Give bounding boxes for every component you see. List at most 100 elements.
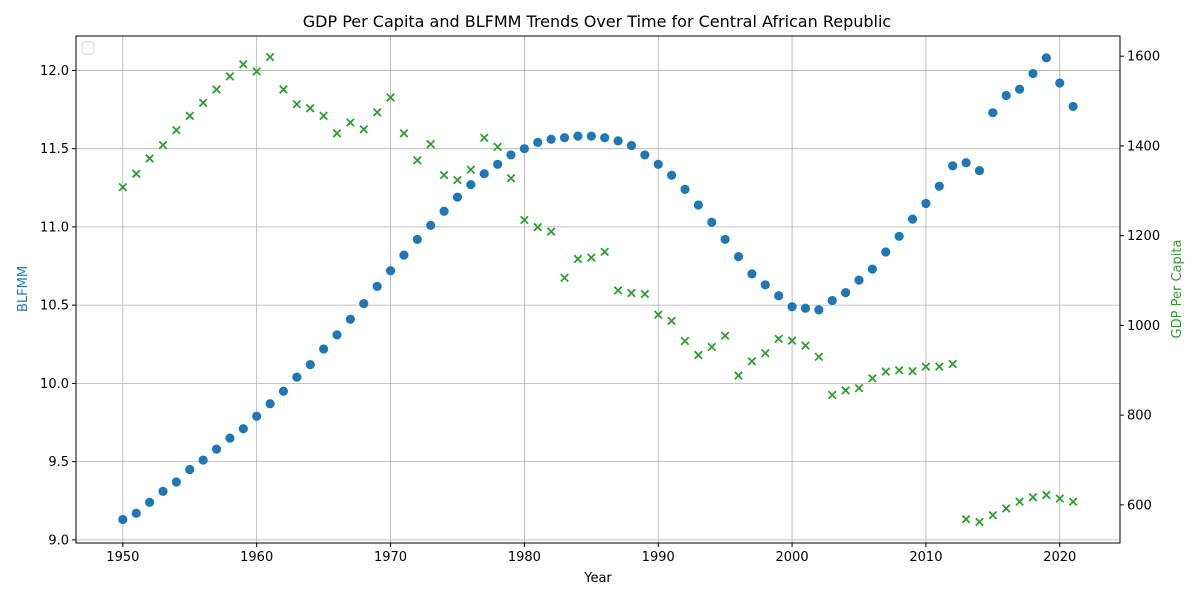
blfmm-point	[278, 386, 289, 396]
blfmm-point	[693, 200, 703, 210]
gdp-point	[479, 133, 489, 143]
blfmm-point	[667, 170, 677, 180]
blfmm-point	[131, 508, 141, 518]
blfmm-point	[733, 252, 744, 262]
data-markers	[118, 52, 1078, 527]
gdp-point	[680, 336, 690, 346]
blfmm-point	[760, 280, 770, 290]
gdp-point	[198, 98, 208, 108]
gdp-point	[707, 342, 717, 352]
blfmm-point	[426, 220, 436, 230]
gdp-point	[961, 514, 971, 524]
gdp-point	[600, 247, 610, 257]
blfmm-point	[747, 269, 757, 279]
blfmm-point	[814, 305, 824, 315]
x-tick-label: 2020	[1043, 550, 1076, 565]
y-tick-label-right: 600	[1127, 498, 1152, 513]
blfmm-series	[118, 53, 1078, 525]
y-tick-label-right: 1200	[1127, 229, 1160, 244]
blfmm-point	[319, 344, 329, 354]
blfmm-point	[211, 444, 222, 454]
gdp-point	[145, 154, 154, 163]
blfmm-point	[345, 314, 355, 324]
blfmm-point	[881, 247, 891, 257]
plot-area	[76, 36, 1120, 543]
gdp-point	[640, 289, 650, 299]
gdp-point	[720, 331, 730, 341]
x-axis: 1950 1960 1970 1980 1990 2000 2010 2020	[106, 543, 1076, 565]
blfmm-point	[720, 234, 730, 245]
gdp-point	[212, 85, 221, 94]
y-axis-left-title: BLFMM	[16, 266, 31, 312]
blfmm-point	[519, 144, 529, 154]
blfmm-point	[640, 150, 650, 160]
gdp-point	[359, 124, 369, 134]
gdp-point	[346, 118, 355, 127]
y-tick-label-right: 1000	[1127, 319, 1160, 334]
blfmm-point	[385, 266, 396, 276]
gdp-point	[466, 165, 476, 175]
gdp-point	[1001, 504, 1011, 513]
blfmm-point	[452, 192, 463, 202]
chart-title: GDP Per Capita and BLFMM Trends Over Tim…	[303, 12, 891, 31]
gdp-point	[868, 374, 877, 383]
blfmm-point	[1055, 78, 1065, 88]
gdp-point	[988, 510, 998, 520]
gdp-point	[908, 366, 917, 376]
blfmm-point	[238, 424, 248, 434]
gdp-point	[533, 222, 543, 232]
gdp-point	[185, 111, 195, 121]
blfmm-point	[1068, 101, 1078, 112]
gdp-point	[225, 72, 235, 81]
blfmm-point	[921, 198, 931, 209]
blfmm-point	[653, 159, 663, 169]
blfmm-point	[974, 165, 985, 176]
y-tick-label-left: 12.0	[40, 64, 69, 79]
gdp-point	[774, 334, 784, 344]
blfmm-point	[907, 214, 918, 224]
gdp-point	[1015, 497, 1024, 507]
blfmm-point	[546, 134, 556, 144]
gdp-point	[881, 367, 891, 376]
gdp-point	[747, 356, 757, 366]
gdp-point	[453, 175, 462, 185]
gdp-point	[546, 227, 556, 236]
gdp-point	[520, 215, 529, 225]
blfmm-point	[185, 464, 195, 475]
gdp-point	[653, 310, 663, 319]
blfmm-point	[827, 295, 837, 306]
x-tick-label: 1980	[508, 550, 541, 565]
gdp-series	[118, 52, 1078, 527]
x-axis-title: Year	[583, 571, 612, 586]
blfmm-point	[934, 181, 944, 191]
gdp-point	[439, 170, 449, 180]
blfmm-point	[225, 433, 235, 443]
blfmm-point	[506, 150, 516, 160]
gdp-point	[279, 85, 288, 94]
gdp-point	[1055, 494, 1065, 503]
y-axis-right: 600 800 1000 1200 1400 1600	[1120, 50, 1160, 513]
y-tick-label-left: 9.5	[48, 455, 69, 470]
blfmm-point	[479, 169, 489, 179]
blfmm-point	[961, 158, 971, 168]
gdp-point	[1042, 490, 1051, 500]
y-tick-label-right: 1400	[1127, 139, 1160, 154]
x-tick-label: 2000	[776, 550, 809, 565]
gdp-point	[493, 142, 502, 152]
blfmm-point	[800, 303, 811, 313]
blfmm-point	[1041, 53, 1051, 63]
blfmm-point	[600, 133, 610, 143]
gdp-point	[131, 169, 141, 179]
blfmm-point	[372, 281, 382, 291]
gdp-point	[827, 390, 837, 400]
y-tick-label-left: 9.0	[48, 533, 69, 548]
gdp-point	[399, 129, 409, 138]
y-tick-label-left: 10.5	[40, 299, 69, 314]
y-tick-label-left: 11.0	[40, 220, 69, 235]
gdp-point	[694, 350, 703, 360]
y-tick-label-right: 1600	[1127, 50, 1160, 65]
blfmm-point	[466, 180, 476, 190]
gdp-point	[801, 341, 810, 350]
gdp-point	[1068, 497, 1078, 507]
blfmm-point	[412, 234, 422, 245]
